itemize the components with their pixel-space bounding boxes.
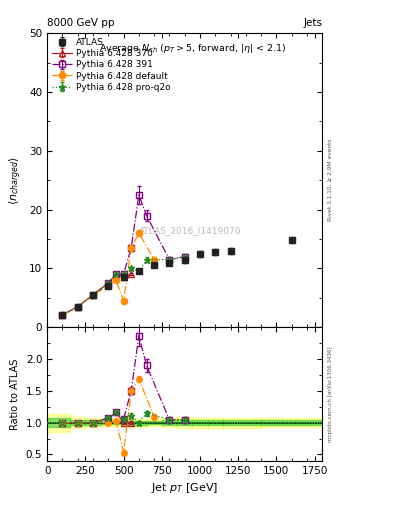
Text: 8000 GeV pp: 8000 GeV pp <box>47 18 115 28</box>
X-axis label: Jet $p_T$ [GeV]: Jet $p_T$ [GeV] <box>151 481 218 495</box>
Text: Rivet 3.1.10, ≥ 2.9M events: Rivet 3.1.10, ≥ 2.9M events <box>328 139 333 222</box>
Legend: ATLAS, Pythia 6.428 370, Pythia 6.428 391, Pythia 6.428 default, Pythia 6.428 pr: ATLAS, Pythia 6.428 370, Pythia 6.428 39… <box>50 36 173 94</box>
Text: ATLAS_2016_I1419070: ATLAS_2016_I1419070 <box>139 226 241 234</box>
Text: Jets: Jets <box>303 18 322 28</box>
Text: mcplots.cern.ch [arXiv:1306.3436]: mcplots.cern.ch [arXiv:1306.3436] <box>328 346 333 442</box>
Text: Average $N_{ch}$ ($p_T$$>$5, forward, $|\eta|$ < 2.1): Average $N_{ch}$ ($p_T$$>$5, forward, $|… <box>99 42 287 55</box>
Y-axis label: $\langle n_{charged} \rangle$: $\langle n_{charged} \rangle$ <box>7 156 24 205</box>
Y-axis label: Ratio to ATLAS: Ratio to ATLAS <box>10 358 20 430</box>
